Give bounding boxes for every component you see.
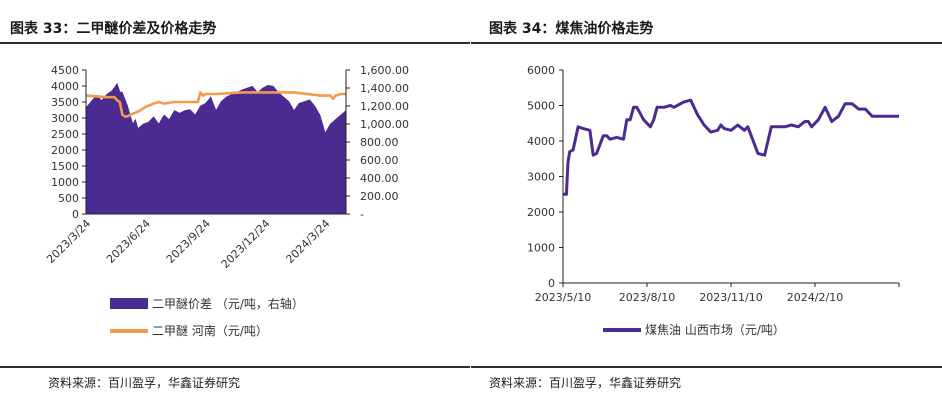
right-tick-label: 1,200.00 (360, 100, 409, 113)
left-figure: 图表 33：二甲醚价差及价格走势 0 500 1000 1500 2000 2500 300… (0, 0, 470, 402)
left-tick-label: 500 (58, 192, 79, 205)
x-tick-label: 2024/3/24 (283, 217, 332, 266)
legend-price-label: 二甲醚 河南（元/吨） (152, 323, 268, 338)
left-tick-label: 1500 (51, 160, 79, 173)
y-tick-label: 2000 (527, 206, 555, 219)
left-tick-label: 4000 (51, 80, 79, 93)
x-tick-label: 2023/12/24 (219, 217, 273, 271)
left-source: 资料来源：百川盈孚，华鑫证券研究 (48, 376, 241, 390)
left-tick-label: 0 (72, 208, 79, 221)
y-tick-label: 4000 (527, 135, 555, 148)
x-tick-label: 2024/2/10 (787, 291, 843, 304)
right-tick-label: 600.00 (360, 154, 399, 167)
x-tick-label: 2023/9/24 (164, 217, 213, 266)
right-tick-label: 1,000.00 (360, 118, 409, 131)
y-tick-label: 0 (548, 277, 555, 290)
left-tick-label: 3500 (51, 96, 79, 109)
y-tick-label: 6000 (527, 64, 555, 77)
right-figure: 图表 34：煤焦油价格走势 0 1000 2000 3000 4000 5000 6000 2… (471, 0, 942, 402)
right-tick-label: 200.00 (360, 190, 399, 203)
right-chart: 0 1000 2000 3000 4000 5000 6000 2023/5/10 2023/8… (527, 64, 900, 337)
right-source: 资料来源：百川盈孚，华鑫证券研究 (489, 376, 682, 390)
legend-spread-swatch (110, 298, 148, 309)
x-tick-label: 2023/11/10 (699, 291, 762, 304)
right-top-rule (471, 42, 942, 44)
legend-spread-label: 二甲醚价差 （元/吨，右轴） (152, 296, 304, 311)
left-tick-label: 4500 (51, 64, 79, 77)
x-tick-label: 2023/8/10 (619, 291, 675, 304)
right-tick-label: 1,400.00 (360, 82, 409, 95)
left-tick-label: 3000 (51, 112, 79, 125)
left-tick-label: 2000 (51, 144, 79, 157)
x-tick-label: 2023/6/24 (104, 217, 153, 266)
left-bottom-rule (0, 366, 470, 368)
left-chart: 0 500 1000 1500 2000 2500 3000 3500 4000 4500 - 200… (44, 64, 409, 338)
x-tick-label: 2023/3/24 (44, 217, 93, 266)
y-tick-label: 3000 (527, 171, 555, 184)
right-tick-label: 1,600.00 (360, 64, 409, 77)
right-figure-title: 图表 34：煤焦油价格走势 (489, 21, 654, 37)
spread-area (85, 82, 347, 215)
right-tick-label: - (360, 208, 364, 221)
left-figure-title: 图表 33：二甲醚价差及价格走势 (10, 21, 217, 37)
right-bottom-rule (471, 366, 942, 368)
left-tick-label: 1000 (51, 176, 79, 189)
left-top-rule (0, 42, 470, 44)
legend-coal-label: 煤焦油 山西市场（元/吨） (645, 322, 785, 337)
y-tick-label: 5000 (527, 100, 555, 113)
left-tick-label: 2500 (51, 128, 79, 141)
right-tick-label: 400.00 (360, 172, 399, 185)
coal-tar-line (563, 98, 899, 196)
price-line (85, 91, 346, 118)
x-tick-label: 2023/5/10 (535, 291, 591, 304)
y-tick-label: 1000 (527, 242, 555, 255)
right-tick-label: 800.00 (360, 136, 399, 149)
